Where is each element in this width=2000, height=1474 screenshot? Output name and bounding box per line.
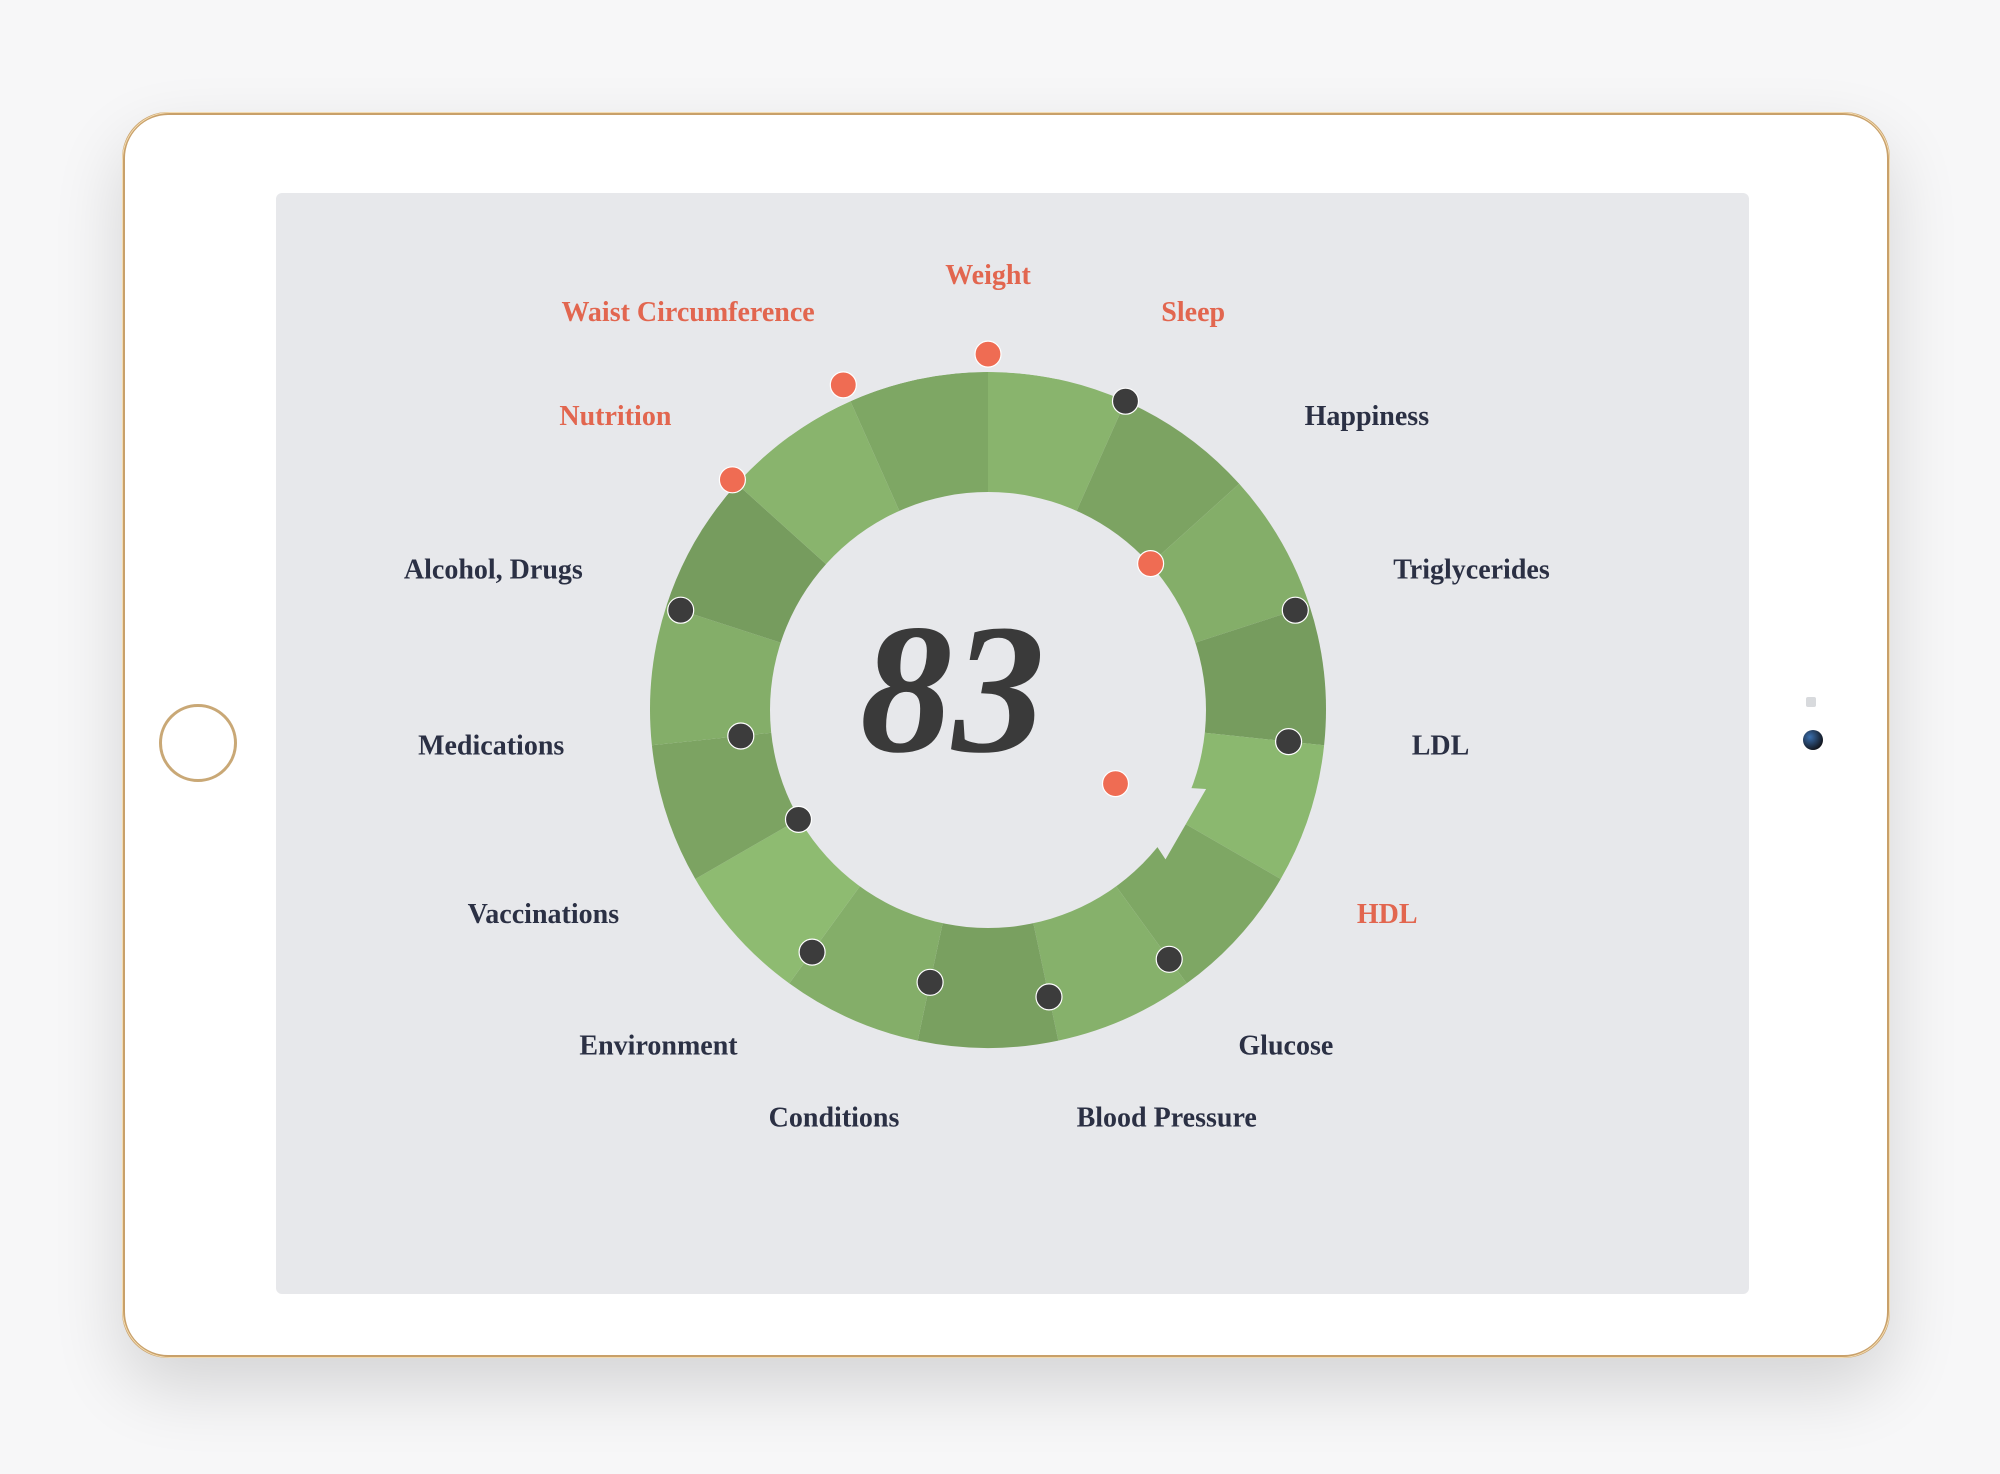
svg-text:Environment: Environment xyxy=(579,1031,738,1062)
svg-text:Sleep: Sleep xyxy=(1161,297,1225,328)
svg-text:LDL: LDL xyxy=(1412,731,1470,762)
svg-text:Glucose: Glucose xyxy=(1238,1031,1333,1062)
svg-text:Alcohol, Drugs: Alcohol, Drugs xyxy=(404,554,583,585)
svg-text:Conditions: Conditions xyxy=(769,1103,900,1134)
svg-text:Blood Pressure: Blood Pressure xyxy=(1077,1103,1257,1134)
svg-text:Happiness: Happiness xyxy=(1305,401,1430,432)
svg-text:HDL: HDL xyxy=(1357,899,1418,930)
svg-text:Nutrition: Nutrition xyxy=(559,401,671,432)
svg-text:Triglycerides: Triglycerides xyxy=(1393,554,1550,585)
svg-text:Medications: Medications xyxy=(418,731,564,762)
svg-text:Weight: Weight xyxy=(945,260,1031,291)
svg-text:Vaccinations: Vaccinations xyxy=(468,899,620,930)
svg-text:Waist Circumference: Waist Circumference xyxy=(561,297,814,328)
